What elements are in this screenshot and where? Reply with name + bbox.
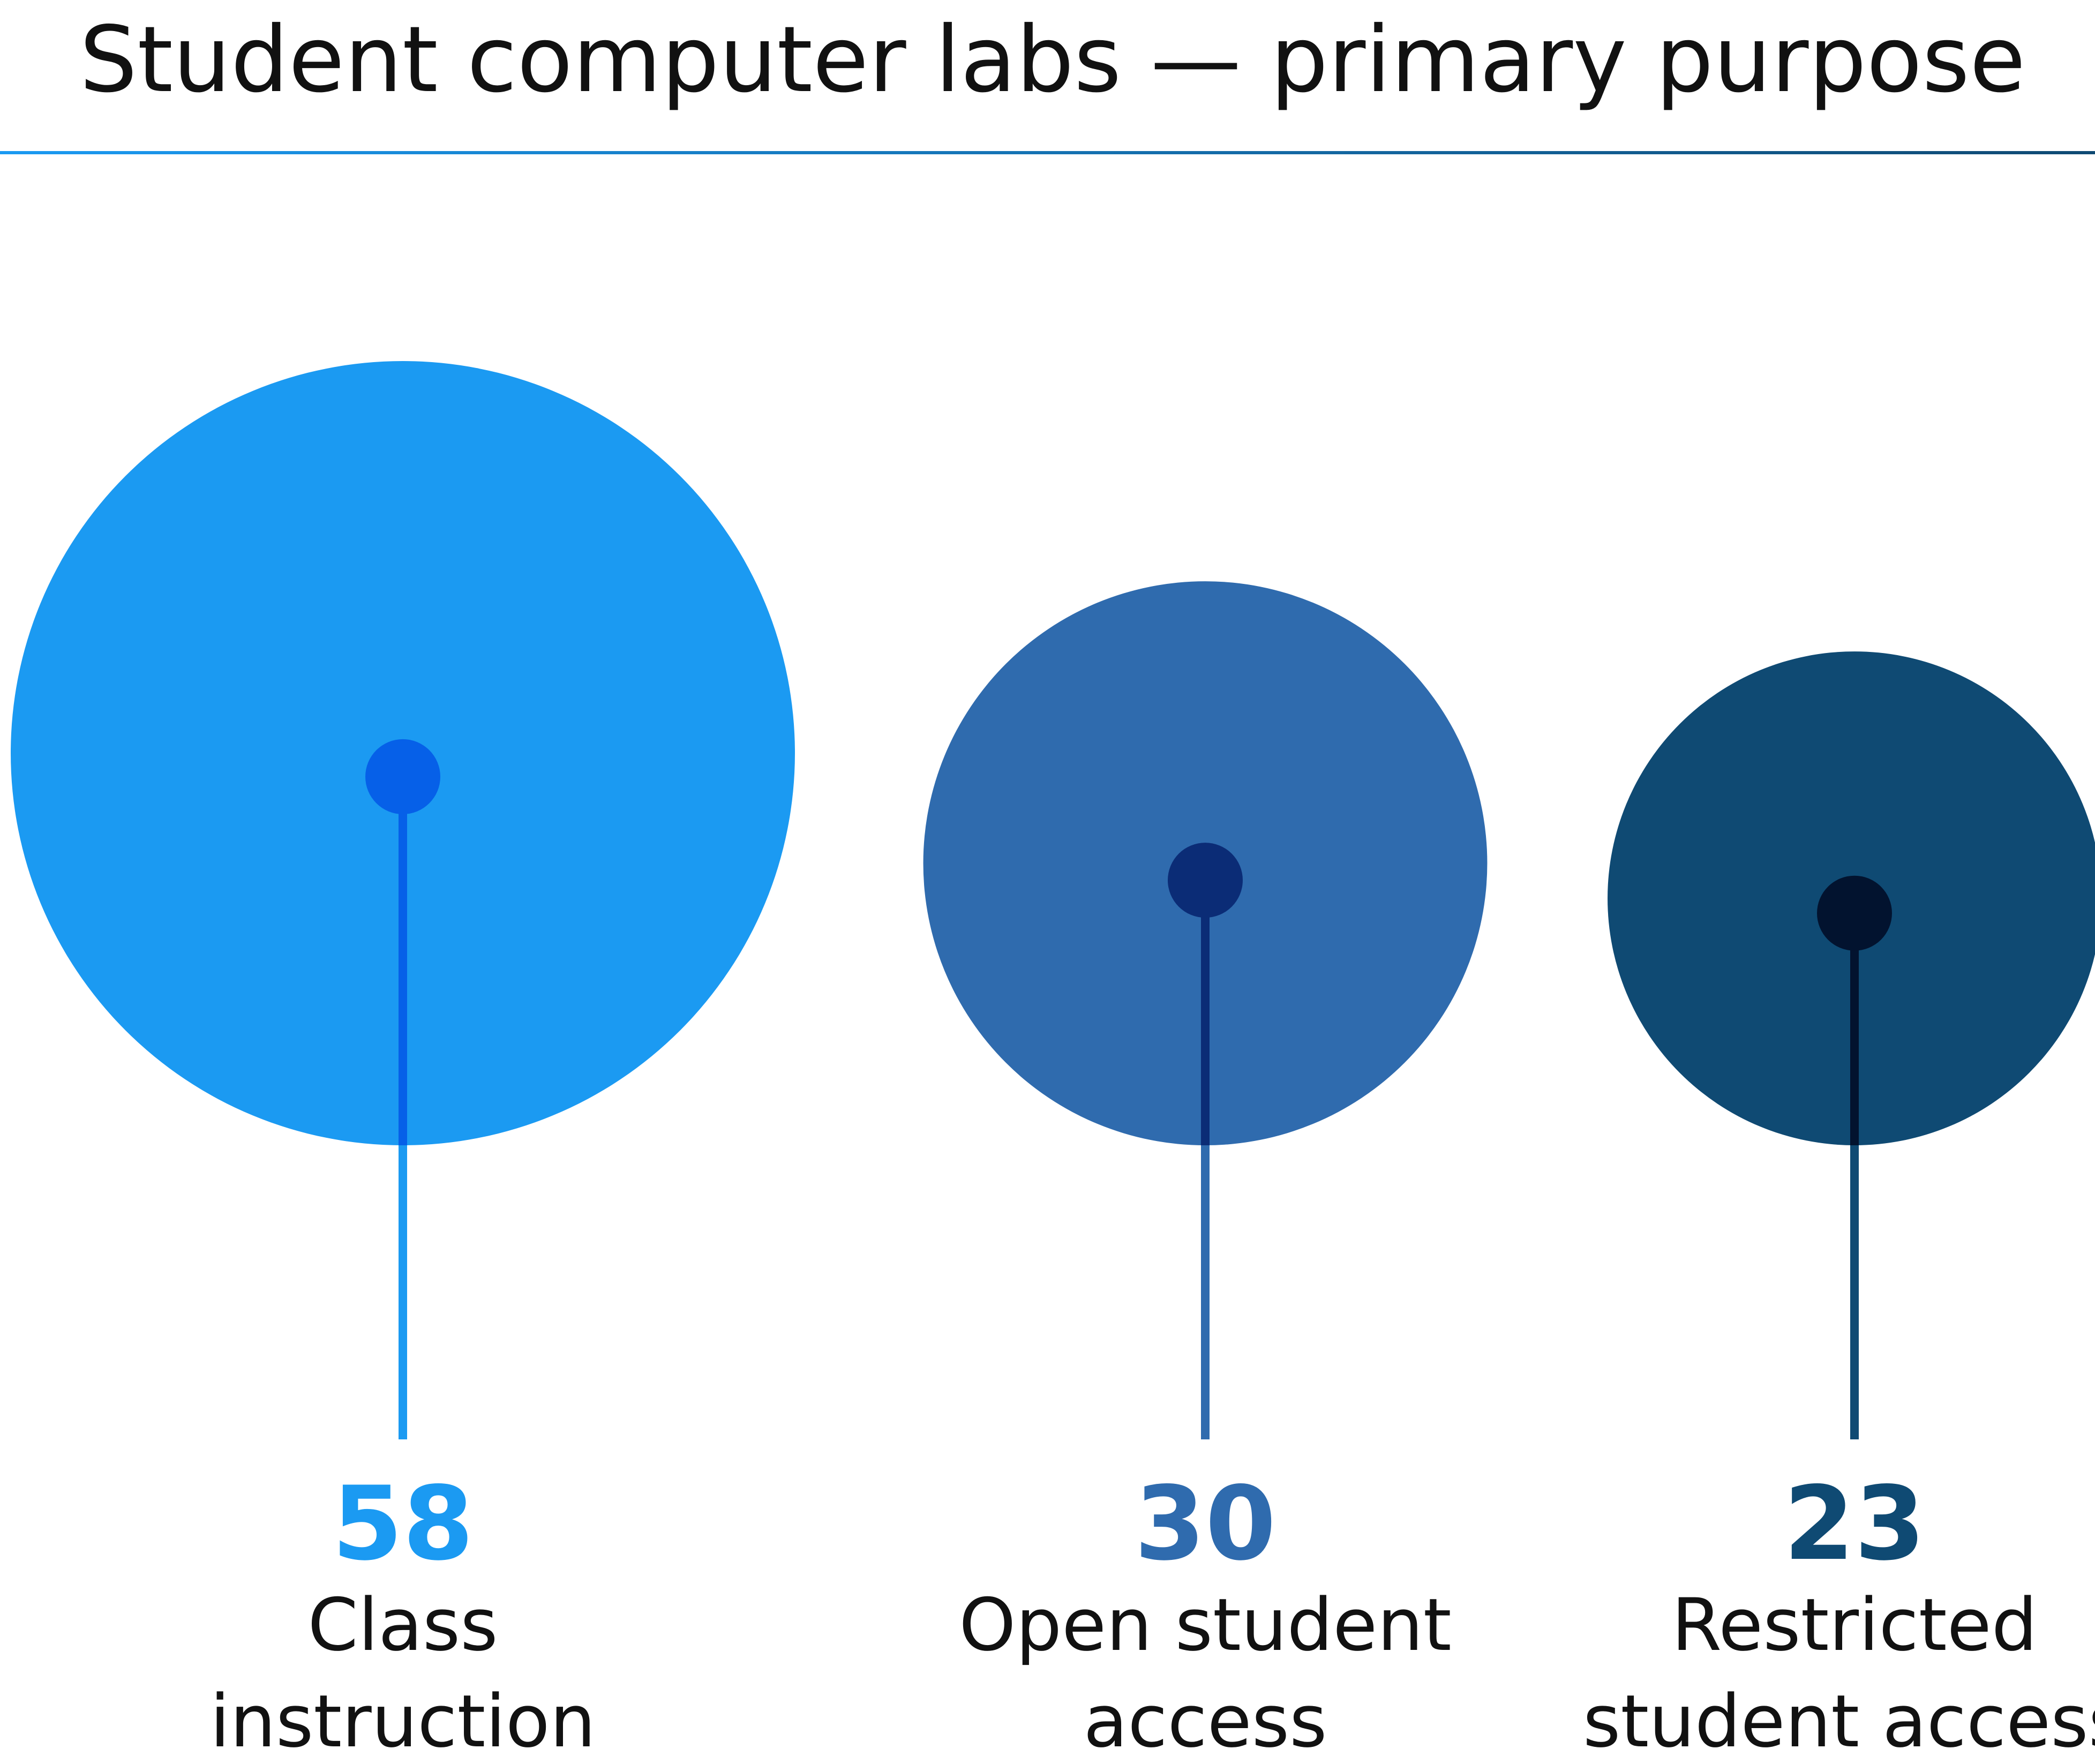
data-value-label: 30 xyxy=(1135,1465,1276,1583)
bubble-center-dot xyxy=(365,739,440,814)
bubble-center-dot xyxy=(1817,875,1892,951)
bubble-stem-inner xyxy=(1850,913,1859,1145)
category-label: student access xyxy=(1583,1679,2095,1763)
bubble-center-dot xyxy=(1168,843,1243,918)
category-label: Restricted xyxy=(1672,1583,2038,1667)
bubble-stem-inner xyxy=(399,776,407,1145)
bubble-stem xyxy=(1850,1145,1859,1439)
data-value-label: 58 xyxy=(332,1465,474,1583)
category-label: access xyxy=(1084,1679,1327,1763)
chart-title: Student computer labs — primary purpose xyxy=(79,7,2025,113)
bubble-stem xyxy=(1201,1145,1210,1439)
category-label: Class xyxy=(307,1583,498,1667)
category-label: instruction xyxy=(210,1679,596,1763)
category-label: Open student xyxy=(959,1583,1452,1667)
title-rule xyxy=(0,151,2095,154)
bubble-stem-inner xyxy=(1201,880,1210,1145)
data-value-label: 23 xyxy=(1784,1465,1925,1583)
bubble-stem xyxy=(399,1145,407,1439)
